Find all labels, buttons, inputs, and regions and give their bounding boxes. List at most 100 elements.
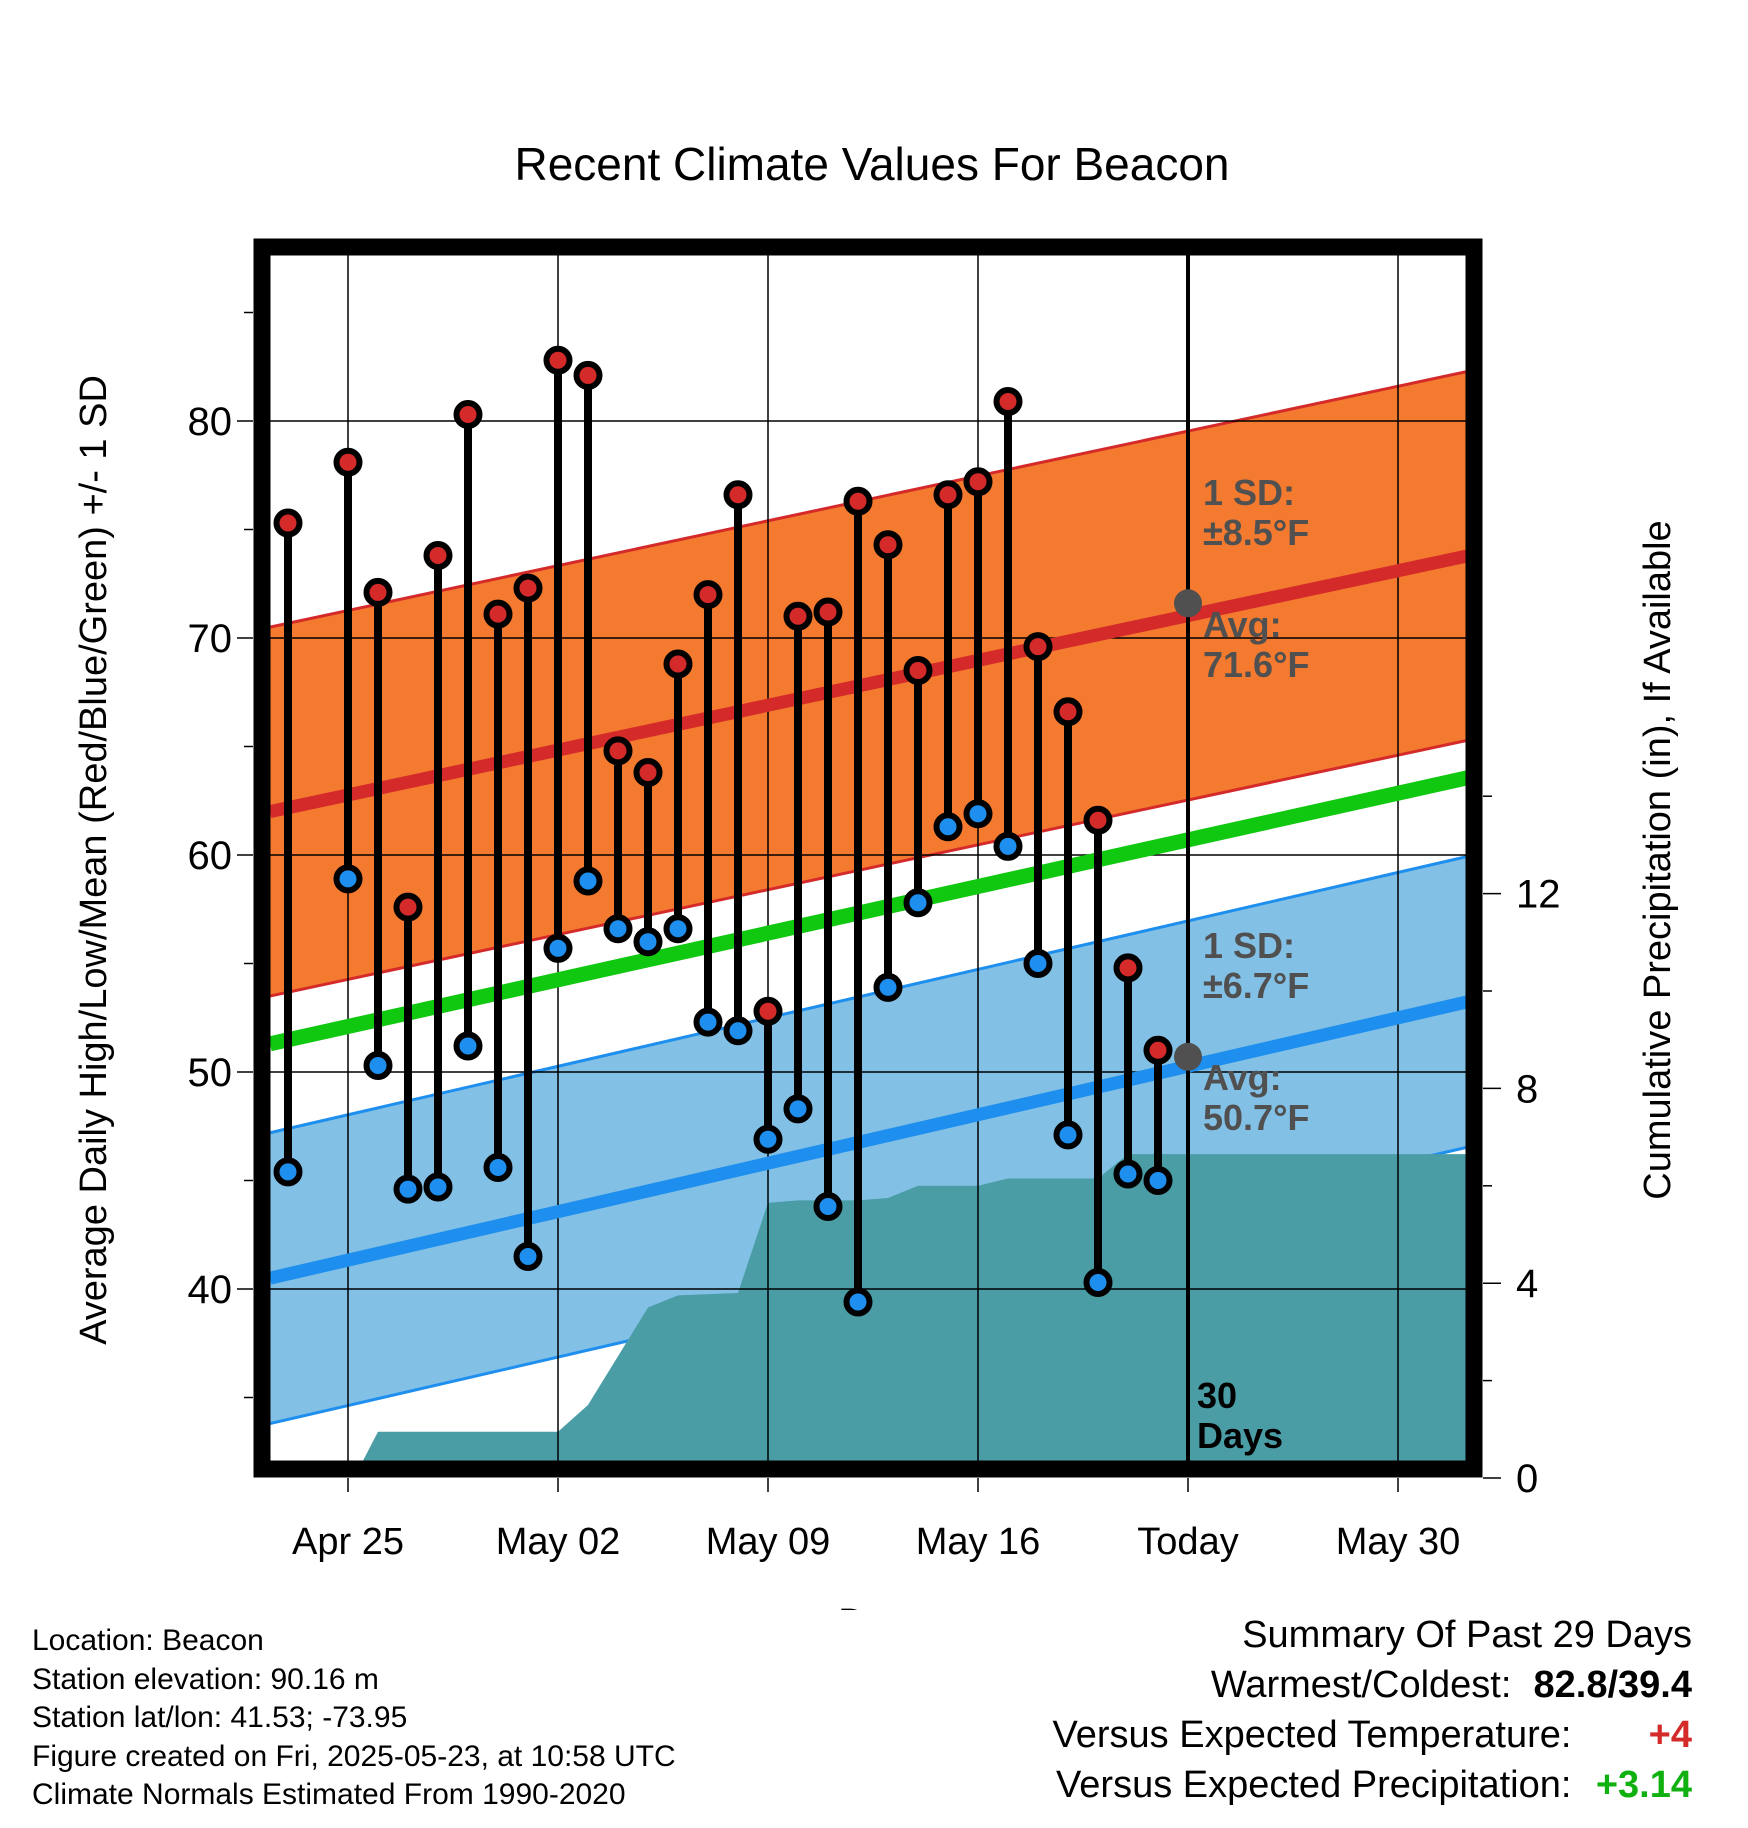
station-info: Location: Beacon Station elevation: 90.1… xyxy=(32,1622,676,1815)
y-tick-label: 60 xyxy=(188,834,233,878)
daily-high-point xyxy=(933,480,963,510)
daily-high-point xyxy=(1083,805,1113,835)
daily-high-point xyxy=(1023,632,1053,662)
temp-value: +4 xyxy=(1648,1714,1692,1756)
daily-high-point xyxy=(453,399,483,429)
daily-low-point xyxy=(753,1124,783,1154)
y-axis-label: Average Daily High/Low/Mean (Red/Blue/Gr… xyxy=(73,375,115,1345)
y2-tick-label: 8 xyxy=(1516,1067,1538,1111)
warm-value: 82.8/39.4 xyxy=(1533,1664,1692,1706)
daily-high-point xyxy=(783,601,813,631)
summary-panel: Summary Of Past 29 Days Warmest/Coldest:… xyxy=(1053,1610,1692,1810)
daily-high-point xyxy=(513,573,543,603)
temp-label: Versus Expected Temperature: xyxy=(1052,1714,1572,1756)
y-tick-label: 80 xyxy=(188,400,233,444)
days-annotation: 30 Days xyxy=(1197,1375,1283,1456)
low-sd-annotation: 1 SD: ±6.7°F xyxy=(1203,925,1309,1006)
high-avg-annotation: Avg: 71.6°F xyxy=(1203,604,1309,685)
daily-high-point xyxy=(543,345,573,375)
daily-low-point xyxy=(513,1241,543,1271)
daily-low-point xyxy=(963,799,993,829)
daily-high-point xyxy=(483,599,513,629)
summary-warmest-coldest: Warmest/Coldest: 82.8/39.4 xyxy=(1053,1660,1692,1710)
daily-high-point xyxy=(1053,697,1083,727)
daily-high-point xyxy=(903,656,933,686)
y2-tick-label: 4 xyxy=(1516,1262,1538,1306)
daily-high-point xyxy=(603,736,633,766)
summary-precipitation: Versus Expected Precipitation: +3.14 xyxy=(1053,1760,1692,1810)
daily-high-point xyxy=(813,597,843,627)
today-low-avg-marker xyxy=(1174,1042,1202,1071)
daily-high-point xyxy=(963,467,993,497)
y2-tick-label: 0 xyxy=(1516,1457,1538,1501)
climate-chart: Recent Climate Values For Beacon 1 SD: ±8… xyxy=(73,138,1679,1610)
daily-high-point xyxy=(843,486,873,516)
daily-low-point xyxy=(363,1050,393,1080)
daily-high-point xyxy=(993,386,1023,416)
plot-content: 1 SD: ±8.5°F Avg: 71.6°F 1 SD: ±6.7°F Avg: 50.7… xyxy=(262,247,1474,1469)
daily-low-point xyxy=(453,1031,483,1061)
y-tick-label: 70 xyxy=(188,617,233,661)
low-avg-line xyxy=(268,993,1474,1285)
x-tick-label: May 09 xyxy=(706,1521,831,1563)
daily-low-point xyxy=(723,1016,753,1046)
warm-label: Warmest/Coldest: xyxy=(1210,1664,1512,1706)
daily-low-point xyxy=(1053,1120,1083,1150)
daily-low-point xyxy=(993,831,1023,861)
daily-low-point xyxy=(843,1287,873,1317)
daily-low-point xyxy=(1083,1267,1113,1297)
y2-axis-label: Cumulative Precipitation (in), If Availa… xyxy=(1637,520,1679,1199)
info-normals: Climate Normals Estimated From 1990-2020 xyxy=(32,1778,626,1811)
info-latlon: Station lat/lon: 41.53; -73.95 xyxy=(32,1701,408,1734)
daily-high-point xyxy=(393,892,423,922)
high-sd-annotation: 1 SD: ±8.5°F xyxy=(1203,472,1309,553)
daily-low-point xyxy=(573,866,603,896)
info-created: Figure created on Fri, 2025-05-23, at 10… xyxy=(32,1739,676,1773)
daily-low-point xyxy=(1143,1166,1173,1195)
high-avg-line xyxy=(268,547,1474,818)
daily-high-point xyxy=(753,996,783,1026)
daily-low-point xyxy=(873,972,903,1002)
precip-value: +3.14 xyxy=(1595,1764,1692,1806)
daily-high-point xyxy=(873,530,903,560)
daily-low-point xyxy=(273,1157,303,1187)
daily-low-point xyxy=(393,1174,423,1204)
daily-high-point xyxy=(423,541,453,571)
daily-low-point xyxy=(933,812,963,842)
daily-low-point xyxy=(1023,949,1053,978)
daily-high-point xyxy=(1113,953,1143,983)
daily-low-point xyxy=(903,888,933,918)
high-sd-band-lower-edge xyxy=(269,737,1474,998)
today-high-avg-marker xyxy=(1174,589,1202,618)
mean-avg-line xyxy=(268,768,1474,1052)
info-elevation: Station elevation: 90.16 m xyxy=(32,1662,379,1696)
plot-area: 1 SD: ±8.5°F Avg: 71.6°F 1 SD: ±6.7°F Avg: 50.7… xyxy=(188,238,1561,1563)
daily-low-point xyxy=(663,914,693,944)
y2-tick-label: 12 xyxy=(1516,873,1561,917)
y-tick-label: 40 xyxy=(188,1268,233,1312)
daily-high-point xyxy=(723,480,753,510)
x-tick-label: Today xyxy=(1137,1521,1238,1563)
daily-high-point xyxy=(363,577,393,607)
x-axis-label: Day xyxy=(838,1602,906,1610)
daily-high-point xyxy=(633,758,663,788)
summary-header: Summary Of Past 29 Days xyxy=(1242,1614,1692,1656)
daily-low-point xyxy=(603,914,633,944)
daily-low-point xyxy=(1113,1159,1143,1189)
chart-title: Recent Climate Values For Beacon xyxy=(514,138,1229,190)
daily-low-point xyxy=(633,927,663,957)
daily-low-point xyxy=(333,864,363,894)
plot-frame xyxy=(253,238,1483,1478)
daily-high-point xyxy=(693,580,723,610)
y-tick-label: 50 xyxy=(188,1051,233,1095)
daily-low-point xyxy=(543,933,573,963)
daily-low-point xyxy=(483,1152,513,1182)
daily-high-point xyxy=(1143,1035,1173,1065)
x-tick-label: Apr 25 xyxy=(292,1521,404,1563)
low-avg-annotation: Avg: 50.7°F xyxy=(1203,1057,1309,1138)
precip-label: Versus Expected Precipitation: xyxy=(1056,1764,1572,1806)
daily-high-point xyxy=(333,447,363,477)
daily-high-point xyxy=(663,649,693,679)
info-location: Location: Beacon xyxy=(32,1624,264,1657)
x-tick-label: May 16 xyxy=(916,1521,1041,1563)
